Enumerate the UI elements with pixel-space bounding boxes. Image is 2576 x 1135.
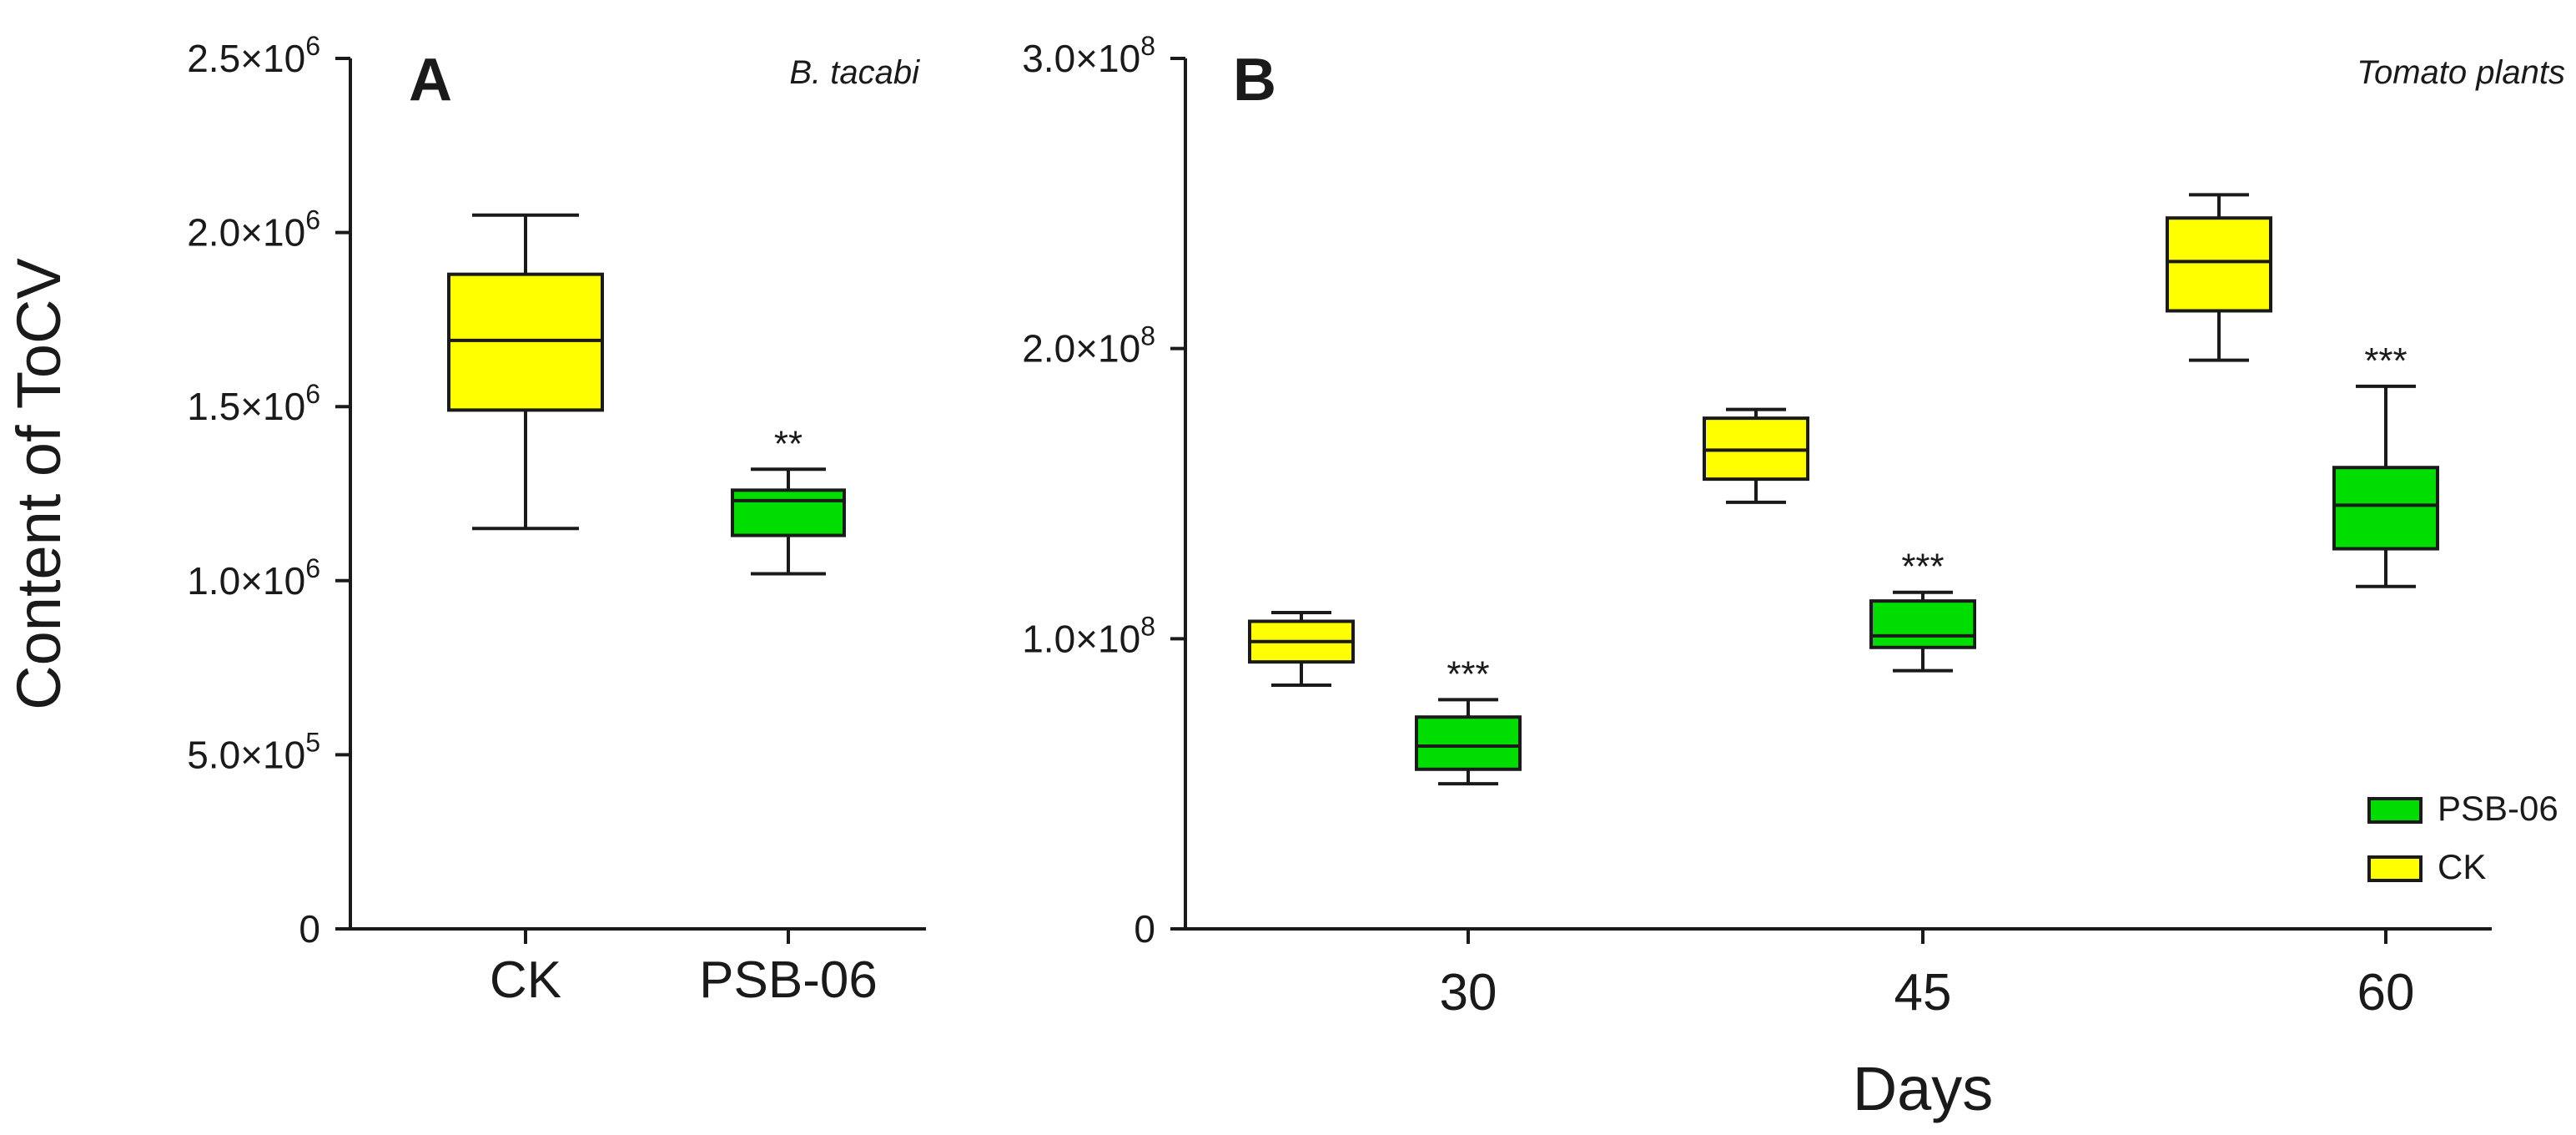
box-iqr (2332, 466, 2439, 551)
y-tick-label: 2.5×106 (187, 31, 320, 80)
x-axis-title: Days (1853, 1054, 1994, 1123)
x-tick-label: 60 (2357, 964, 2415, 1022)
y-tick-label: 1.0×108 (1022, 611, 1155, 660)
legend-swatch (2367, 797, 2423, 824)
panel-b-boxplot: 0 1.0×108 2.0×108 3.0×108 30 45 60 *** *** *** B To… (1022, 31, 2565, 1123)
box-ck-day-60 (2166, 193, 2272, 362)
y-tick-label: 0 (1134, 907, 1155, 951)
x-tick-label: CK (490, 951, 561, 1009)
y-tick-label: 1.5×106 (187, 379, 320, 428)
box-ck (447, 213, 604, 531)
y-tick-label: 3.0×108 (1022, 31, 1155, 80)
panel-letter: B (1233, 47, 1276, 114)
y-axis-title: Content of ToCV (4, 258, 73, 710)
box-iqr (2166, 216, 2272, 313)
box-iqr (731, 488, 846, 537)
legend-item: CK (2367, 847, 2486, 886)
box-iqr (447, 272, 604, 412)
legend-label: PSB-06 (2438, 789, 2558, 828)
y-tick-label: 5.0×105 (187, 727, 320, 776)
x-tick-label: PSB-06 (699, 951, 878, 1009)
box-psb-06-day-60: *** (2332, 340, 2439, 588)
significance-marker: *** (1901, 547, 1944, 588)
y-tick-label: 2.0×108 (1022, 321, 1155, 371)
y-tick-label: 1.0×106 (187, 553, 320, 603)
panel-title: Tomato plants (2357, 54, 2565, 91)
box-iqr (1869, 599, 1976, 649)
box-psb-06-day-30: *** (1415, 653, 1522, 786)
box-psb-06-day-45: *** (1869, 547, 1976, 673)
legend-swatch (2367, 855, 2423, 882)
box-psb-06: ** (731, 423, 846, 576)
panel-letter: A (409, 47, 452, 114)
x-tick-label: 45 (1894, 964, 1952, 1022)
legend: PSB-06 CK (2367, 789, 2558, 886)
significance-marker: *** (1446, 653, 1489, 694)
y-tick-label: 2.0×106 (187, 205, 320, 255)
x-tick-label: 30 (1440, 964, 1497, 1022)
legend-item: PSB-06 (2367, 789, 2558, 828)
box-ck-day-45 (1703, 407, 1809, 504)
significance-marker: ** (774, 423, 802, 464)
panel-title: B. tacabi (789, 54, 920, 91)
legend-label: CK (2438, 847, 2486, 886)
panel-a-boxplot: 0 5.0×105 1.0×106 1.5×106 2.0×106 2.5×106 CK PS… (4, 31, 926, 1009)
box-ck-day-30 (1248, 611, 1355, 687)
y-tick-label: 0 (299, 907, 320, 951)
box-iqr (1415, 715, 1522, 771)
significance-marker: *** (2364, 340, 2407, 381)
